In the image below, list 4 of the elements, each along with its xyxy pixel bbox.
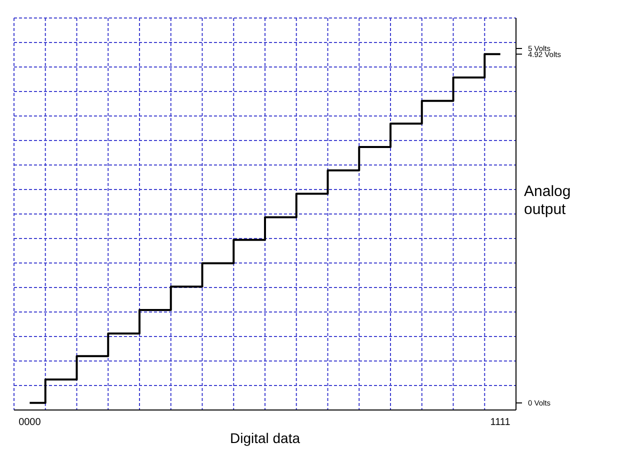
y-axis-title: Analog output <box>524 183 572 219</box>
x-tick-label: 0000 <box>18 417 42 428</box>
x-axis-title: Digital data <box>228 430 302 446</box>
x-tick-label: 1111 <box>490 417 511 428</box>
